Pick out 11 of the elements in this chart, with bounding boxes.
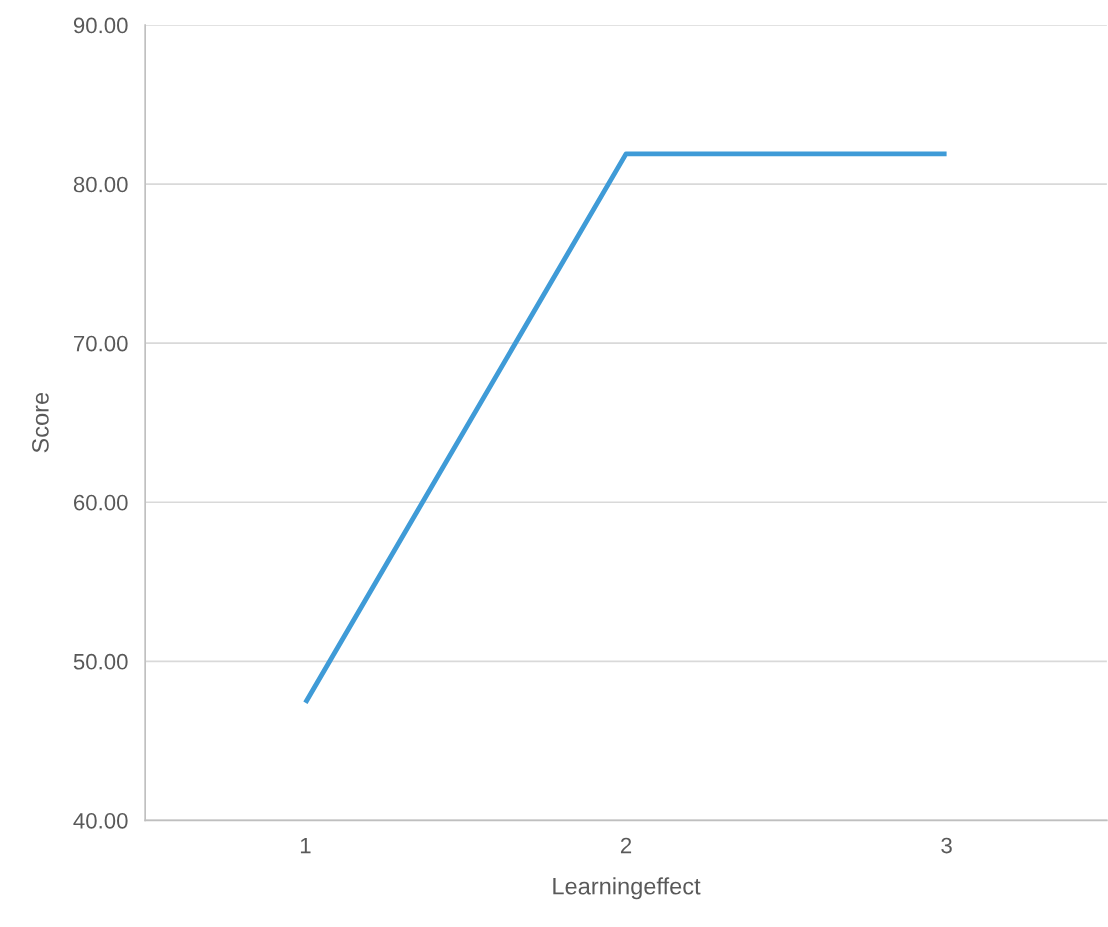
y-tick-label: 50.00 — [73, 653, 128, 670]
x-tick-label: 2 — [620, 837, 632, 854]
y-tick-label: 60.00 — [74, 494, 128, 511]
y-tick-label: 80.00 — [73, 176, 128, 193]
x-axis-title: Learningeffect — [553, 877, 701, 900]
y-axis-title: Score — [32, 392, 49, 453]
y-tick-label: 70.00 — [74, 335, 128, 352]
x-tick-label: 1 — [300, 837, 311, 854]
x-tick-label: 3 — [941, 837, 952, 854]
y-tick-label: 90.00 — [73, 17, 128, 34]
y-tick-label: 40.00 — [73, 812, 128, 829]
